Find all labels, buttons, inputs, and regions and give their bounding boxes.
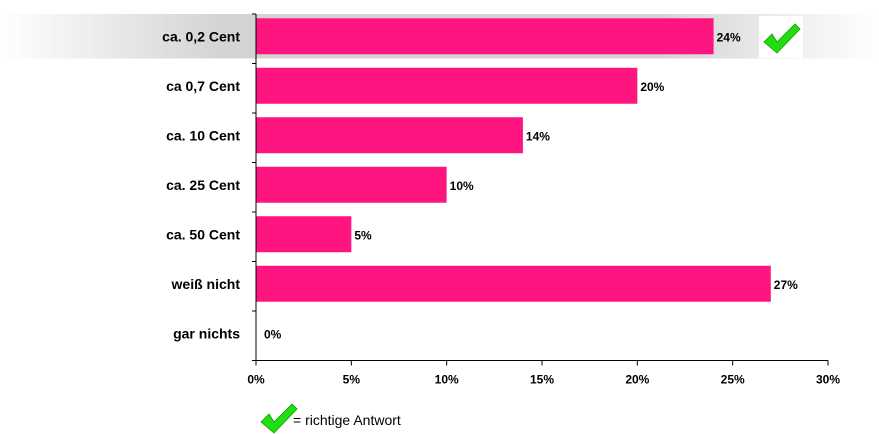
value-label: 27% <box>774 278 798 292</box>
value-label: 10% <box>450 179 474 193</box>
bar-3 <box>256 117 523 154</box>
legend: = richtige Antwort <box>260 403 401 434</box>
value-label: 20% <box>640 80 664 94</box>
category-label: ca. 25 Cent <box>166 177 240 193</box>
x-tick-label: 5% <box>343 373 361 387</box>
category-label: ca. 0,2 Cent <box>162 28 240 44</box>
value-label: 14% <box>526 129 550 143</box>
category-label: ca. 10 Cent <box>166 127 240 143</box>
bar-5 <box>256 216 352 253</box>
value-label: 24% <box>717 30 741 44</box>
category-label: weiß nicht <box>171 276 241 292</box>
bar-1 <box>256 18 714 55</box>
category-label: gar nichts <box>173 325 240 341</box>
x-tick-label: 15% <box>530 373 554 387</box>
x-tick-label: 10% <box>435 373 459 387</box>
x-tick-label: 30% <box>816 373 840 387</box>
bar-6 <box>256 265 771 302</box>
x-tick-label: 25% <box>721 373 745 387</box>
value-label: 0% <box>264 327 282 341</box>
x-tick-label: 0% <box>247 373 265 387</box>
check-box <box>759 16 803 58</box>
value-label: 5% <box>354 228 372 242</box>
category-label: ca 0,7 Cent <box>166 78 240 94</box>
bar-4 <box>256 166 447 203</box>
category-label: ca. 50 Cent <box>166 226 240 242</box>
bar-2 <box>256 67 638 104</box>
correct-checkmark-icon <box>763 23 801 54</box>
x-tick-label: 20% <box>625 373 649 387</box>
legend-checkmark-icon <box>260 403 298 434</box>
legend-label: = richtige Antwort <box>293 412 401 428</box>
